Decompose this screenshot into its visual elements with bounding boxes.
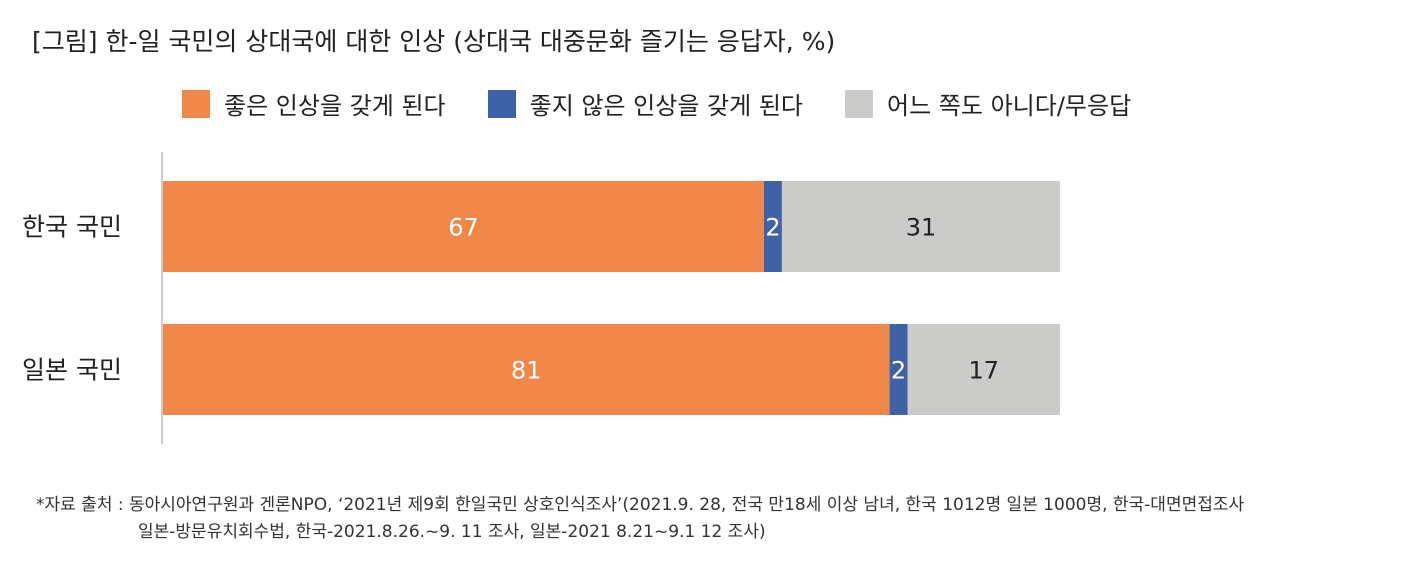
bar-segment [163, 324, 890, 415]
legend-item-neutral: 어느 쪽도 아니다/무응답 [845, 86, 1131, 121]
data-label: 31 [906, 214, 937, 242]
chart-title: [그림] 한-일 국민의 상대국에 대한 인상 (상대국 대중문화 즐기는 응답… [32, 27, 836, 56]
legend-label-negative: 좋지 않은 인상을 갖게 된다 [529, 92, 804, 120]
source-note-line-1: *자료 출처 : 동아시아연구원과 겐론NPO, ‘2021년 제9회 한일국민… [36, 495, 1245, 515]
data-label: 2 [891, 357, 906, 385]
bar-segment [781, 181, 1060, 272]
legend: 좋은 인상을 갖게 된다 좋지 않은 인상을 갖게 된다 어느 쪽도 아니다/무… [182, 86, 1173, 121]
data-label: 81 [511, 357, 542, 385]
source-note: *자료 출처 : 동아시아연구원과 겐론NPO, ‘2021년 제9회 한일국민… [36, 492, 1244, 546]
legend-item-positive: 좋은 인상을 갖게 된다 [182, 86, 446, 121]
legend-swatch-positive [182, 89, 210, 118]
legend-item-negative: 좋지 않은 인상을 갖게 된다 [487, 86, 804, 121]
category-label: 한국 국민 [22, 213, 122, 242]
bar-segment [889, 324, 908, 415]
legend-swatch-negative [487, 89, 516, 118]
source-note-line-2: 일본-방문유치회수법, 한국-2021.8.26.~9. 11 조사, 일본-2… [138, 522, 766, 542]
legend-label-neutral: 어느 쪽도 아니다/무응답 [887, 92, 1132, 120]
legend-swatch-neutral [845, 89, 874, 118]
bar-segment [163, 181, 764, 272]
category-label: 일본 국민 [22, 356, 122, 385]
data-label: 67 [448, 214, 479, 242]
data-label: 2 [765, 214, 780, 242]
data-label: 17 [968, 357, 999, 385]
legend-label-positive: 좋은 인상을 갖게 된다 [224, 92, 446, 120]
bar-segment [907, 324, 1060, 415]
bar-segment [763, 181, 782, 272]
